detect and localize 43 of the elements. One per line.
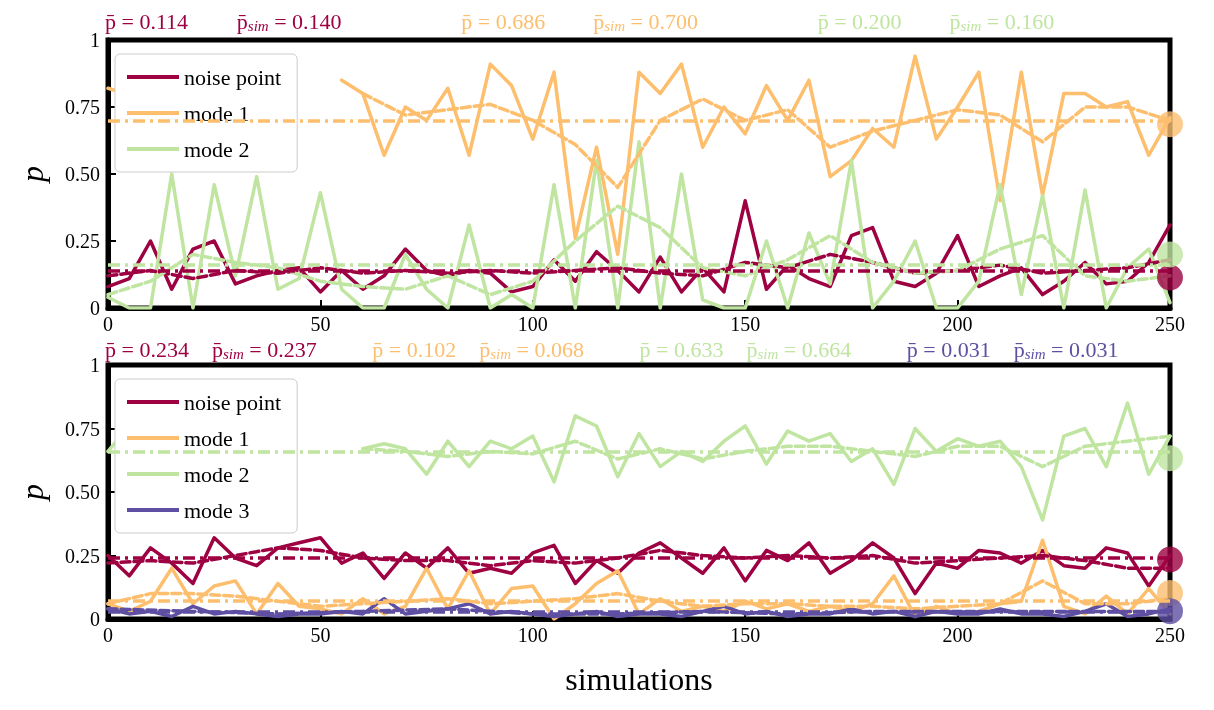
legend-label: mode 1 (184, 425, 250, 451)
y-tick-label: 0.50 (65, 163, 100, 185)
y-tick-label: 0.25 (65, 544, 100, 567)
text: p̄sim = 0.664 (746, 336, 852, 362)
y-tick-label: 0.25 (65, 230, 100, 252)
text: p̄ = 0.031 (906, 336, 991, 362)
text: p̄ = 0.200 (817, 8, 902, 34)
x-tick-label: 50 (310, 313, 331, 335)
text: p̄ = 0.234 (105, 336, 189, 362)
x-tick-label: 100 (517, 624, 548, 646)
x-tick-label: 150 (730, 624, 761, 646)
text: p̄sim = 0.140 (236, 8, 342, 34)
legend-label: mode 2 (184, 136, 250, 162)
y-tick-label: 1 (90, 354, 100, 376)
text: p̄ = 0.114 (105, 8, 189, 34)
x-tick-label: 100 (517, 313, 548, 335)
legend-label: noise point (184, 64, 282, 90)
text: p̄ = 0.686 (461, 8, 546, 34)
x-axis-title: simulations (565, 661, 713, 697)
text: p̄sim = 0.031 (1013, 336, 1119, 362)
x-tick-label: 200 (942, 624, 973, 646)
text: p̄sim = 0.160 (949, 8, 1055, 34)
x-tick-label: 250 (1155, 313, 1185, 335)
text: p̄ = 0.102 (372, 336, 457, 362)
y-tick-label: 0 (90, 608, 100, 630)
x-tick-label: 50 (310, 624, 331, 646)
x-tick-label: 200 (942, 313, 973, 335)
legend-label: mode 2 (184, 461, 250, 487)
text: p̄sim = 0.068 (479, 336, 584, 362)
legend-label: noise point (184, 389, 282, 415)
legend-label: mode 3 (184, 497, 250, 523)
x-tick-label: 150 (730, 313, 761, 335)
x-tick-label: 250 (1155, 624, 1185, 646)
y-tick-label: 1 (90, 29, 100, 51)
y-tick-label: 0.50 (65, 481, 100, 503)
text: p̄sim = 0.700 (593, 8, 698, 34)
y-tick-label: 0.75 (65, 96, 100, 118)
y-axis-title: p (14, 484, 50, 502)
y-tick-label: 0.75 (65, 417, 100, 440)
text: p̄sim = 0.237 (211, 336, 317, 362)
y-tick-label: 0 (90, 297, 100, 319)
y-axis-title: p (14, 166, 50, 184)
text: p̄ = 0.633 (639, 336, 724, 362)
